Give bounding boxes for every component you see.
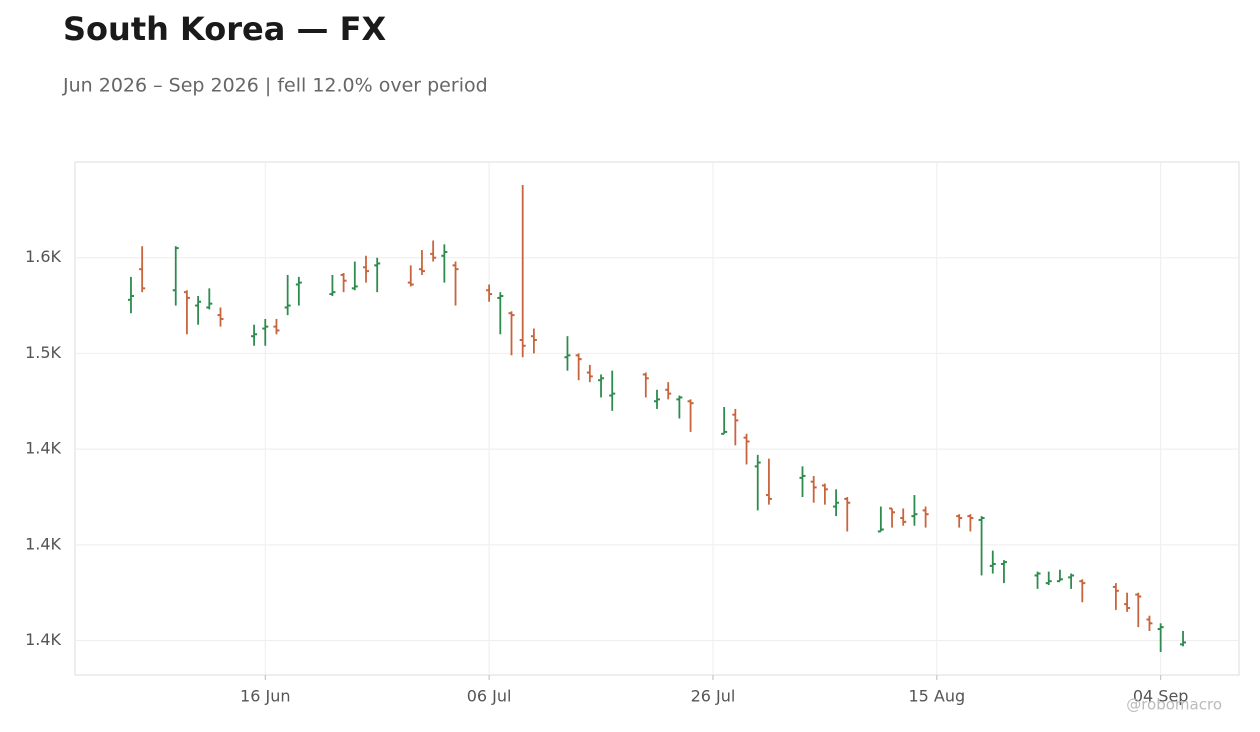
x-tick-label: 26 Jul [691, 687, 736, 706]
x-tick-label: 06 Jul [467, 687, 512, 706]
chart-subtitle: Jun 2026 – Sep 2026 | fell 12.0% over pe… [62, 75, 488, 97]
x-tick-label: 04 Sep [1133, 687, 1189, 706]
y-tick-label: 1.6K [25, 247, 61, 266]
x-tick-label: 16 Jun [240, 687, 290, 706]
y-tick-label: 1.5K [25, 343, 61, 362]
x-tick-label: 15 Aug [908, 687, 965, 706]
y-tick-label: 1.4K [25, 439, 61, 458]
y-tick-label: 1.4K [25, 630, 61, 649]
y-tick-label: 1.4K [25, 534, 61, 553]
chart-title: South Korea — FX [63, 10, 386, 48]
plot-area [74, 161, 1240, 676]
watermark: @robomacro [1126, 696, 1222, 714]
